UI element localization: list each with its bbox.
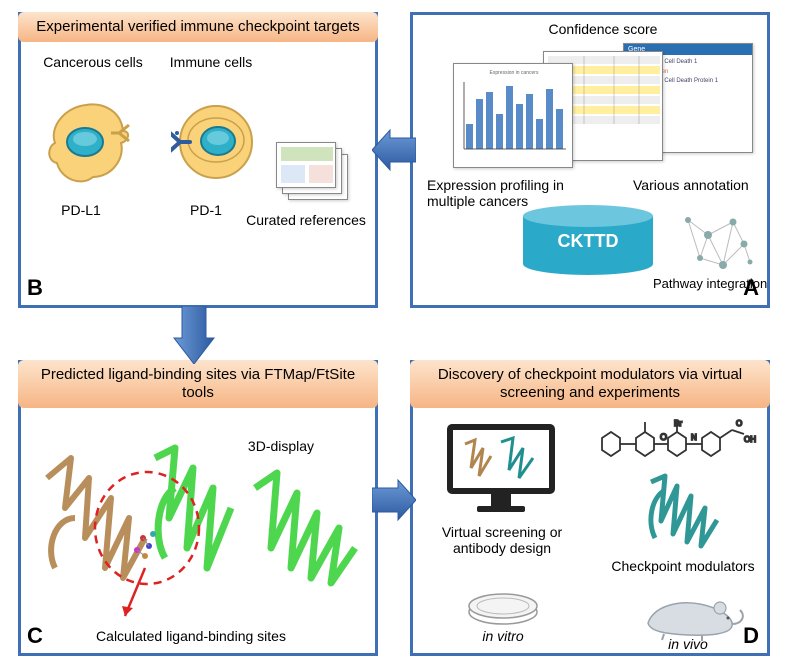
petri-dish-icon [463, 588, 543, 628]
ribbon-protein-icon [633, 466, 733, 556]
panel-C: Predicted ligand-binding sites via FTMap… [18, 360, 378, 656]
binding-sites-label: Calculated ligand-binding sites [61, 628, 321, 644]
panel-D-title: Discovery of checkpoint modulators via v… [438, 366, 742, 401]
svg-text:O: O [660, 432, 667, 442]
panel-B-body: Cancerous cells Immune cells PD-L1 PD-1 [21, 42, 375, 290]
chemical-structure-icon: O Br N O OH [588, 412, 763, 472]
panel-C-header: Predicted ligand-binding sites via FTMap… [18, 360, 378, 408]
confidence-score-label: Confidence score [523, 21, 683, 37]
virtual-screening-label: Virtual screening or antibody design [427, 524, 577, 556]
pd1-label: PD-1 [176, 202, 236, 218]
panel-B-title: Experimental verified immune checkpoint … [36, 18, 359, 35]
svg-text:N: N [691, 433, 697, 442]
svg-text:Expression in cancers: Expression in cancers [490, 70, 539, 76]
ckttd-db-icon: CKTTD [523, 205, 653, 275]
cancerous-cells-label: Cancerous cells [43, 54, 143, 70]
checkpoint-modulators-label: Checkpoint modulators [598, 558, 768, 574]
monitor-icon [441, 420, 561, 520]
invitro-label: in vitro [468, 628, 538, 644]
panel-D-body: Virtual screening or antibody design O B… [413, 408, 767, 656]
panel-A-body: Confidence score Gene Programmed Cell De… [413, 15, 767, 305]
3d-display-label: 3D-display [231, 438, 331, 454]
pathway-network-icon [678, 210, 758, 275]
curated-refs-label: Curated references [236, 212, 376, 228]
arrow-B-to-C [172, 306, 216, 364]
curated-refs-icon [276, 142, 356, 202]
svg-text:O: O [736, 419, 742, 428]
panel-D: Discovery of checkpoint modulators via v… [410, 360, 770, 656]
invivo-label: in vivo [653, 636, 723, 652]
arrow-A-to-B [372, 128, 416, 172]
panel-A: A Confidence score Gene Programmed Cell … [410, 12, 770, 308]
cancerous-cell-icon [41, 97, 131, 187]
immune-cells-label: Immune cells [161, 54, 261, 70]
panel-C-title: Predicted ligand-binding sites via FTMap… [41, 366, 355, 401]
various-annotation-label: Various annotation [633, 177, 763, 193]
panel-B: Experimental verified immune checkpoint … [18, 12, 378, 308]
svg-text:Br: Br [674, 419, 682, 428]
info-cards-icon: Gene Programmed Cell Death 1 CD279 Antig… [453, 43, 733, 173]
pdl1-label: PD-L1 [51, 202, 111, 218]
panel-B-header: Experimental verified immune checkpoint … [18, 12, 378, 42]
svg-text:OH: OH [744, 435, 756, 444]
mouse-icon [628, 588, 748, 643]
panel-C-body: 3D-display Calculated ligand-binding sit… [21, 408, 375, 656]
panel-D-letter: D [743, 623, 759, 649]
panel-B-letter: B [27, 275, 43, 301]
arrow-C-to-D [372, 478, 416, 522]
immune-cell-icon [171, 97, 261, 187]
panel-A-letter: A [743, 275, 759, 301]
panel-C-letter: C [27, 623, 43, 649]
panel-D-header: Discovery of checkpoint modulators via v… [410, 360, 770, 408]
ckttd-label: CKTTD [523, 231, 653, 252]
